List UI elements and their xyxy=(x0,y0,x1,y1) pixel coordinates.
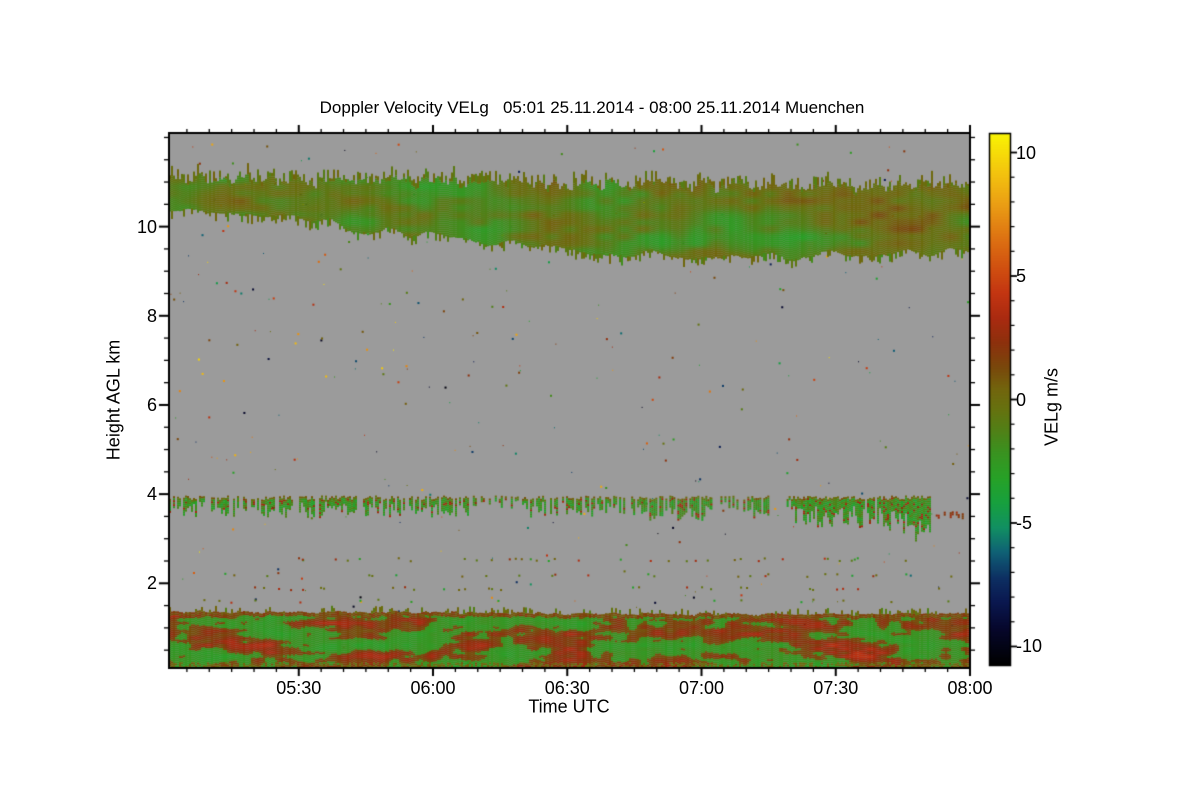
x-tick-label: 06:30 xyxy=(544,678,590,698)
colorbar-tick-label: 10 xyxy=(1016,142,1037,163)
plot-title: Doppler Velocity VELg 05:01 25.11.2014 -… xyxy=(319,98,865,117)
y-tick-label: 2 xyxy=(146,573,157,594)
y-tick-label: 4 xyxy=(146,484,157,505)
x-tick-label: 07:30 xyxy=(813,678,859,698)
colorbar-tick-label: -10 xyxy=(1016,636,1043,657)
x-axis-label: Time UTC xyxy=(528,696,610,717)
x-tick-label: 08:00 xyxy=(947,678,993,698)
colorbar-tick-label: 0 xyxy=(1016,389,1027,410)
y-tick-label: 8 xyxy=(146,305,157,326)
x-tick-label: 07:00 xyxy=(678,678,725,698)
x-tick-label: 05:30 xyxy=(276,678,322,698)
colorbar-tick-label: 5 xyxy=(1016,266,1027,286)
colorbar-tick-label: -5 xyxy=(1016,512,1033,533)
y-tick-label: 10 xyxy=(136,216,157,237)
y-tick-label: 6 xyxy=(146,394,157,415)
x-tick-label: 06:00 xyxy=(410,678,456,698)
